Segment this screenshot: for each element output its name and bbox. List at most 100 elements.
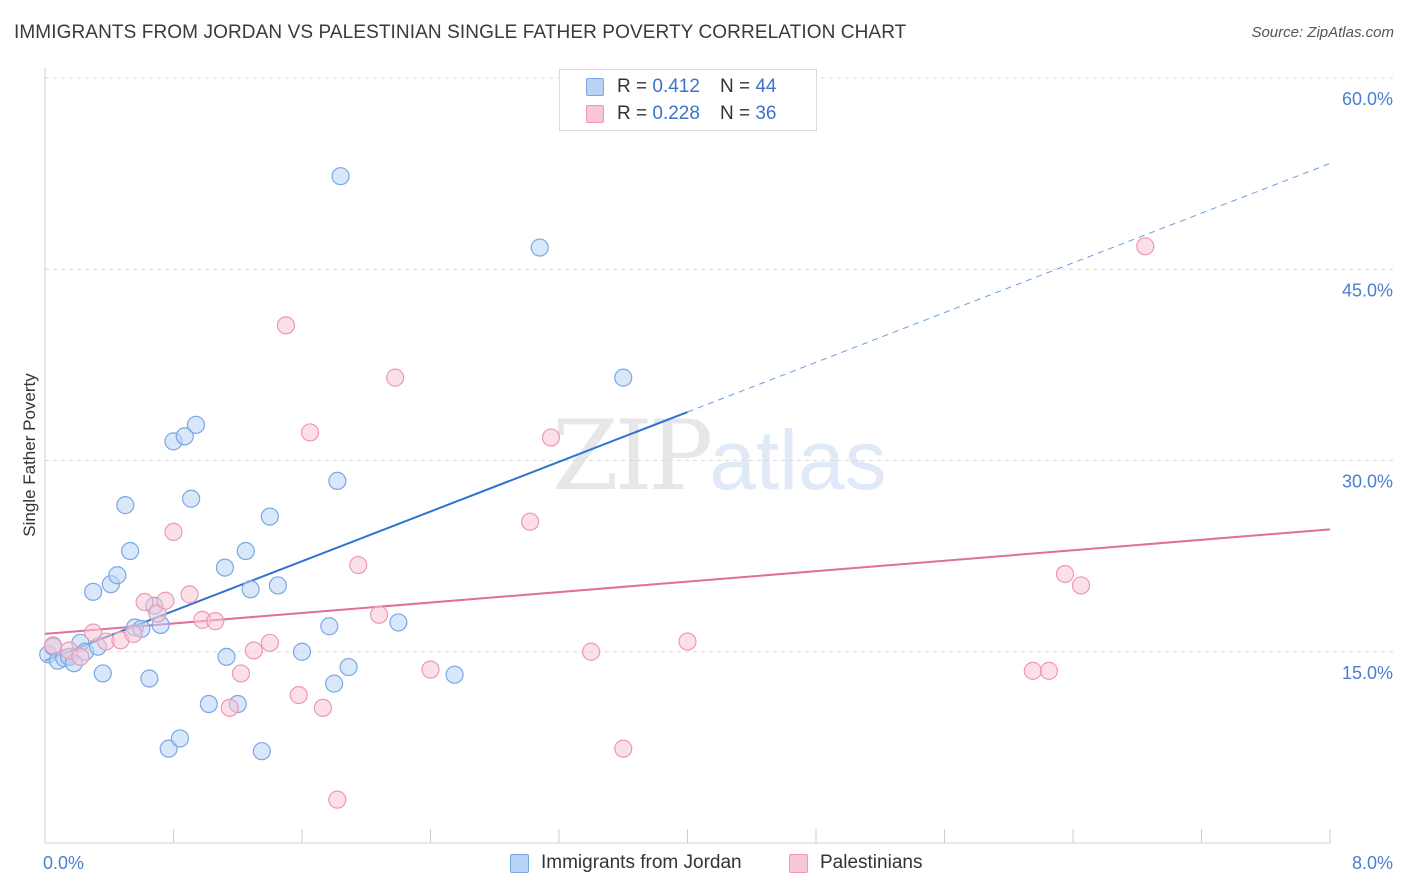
y-axis-label: Single Father Poverty <box>20 373 39 537</box>
point-palestinians <box>260 633 279 652</box>
trend-line-palestinians <box>44 528 1331 635</box>
point-jordan <box>445 665 464 684</box>
point-jordan <box>389 613 408 632</box>
point-jordan <box>215 558 234 577</box>
point-jordan <box>328 471 347 490</box>
point-palestinians <box>582 642 601 661</box>
point-jordan <box>121 541 140 561</box>
point-jordan <box>325 674 344 693</box>
point-palestinians <box>313 698 332 717</box>
point-palestinians <box>520 512 540 531</box>
point-palestinians <box>1039 661 1059 680</box>
stats-legend: R = 0.412 N = 44 R = 0.228 N = 36 <box>559 69 817 131</box>
y-tick-label: 30.0% <box>1342 472 1393 492</box>
point-jordan <box>292 642 312 661</box>
point-jordan <box>182 489 201 508</box>
point-jordan <box>159 739 178 758</box>
point-jordan <box>614 368 633 387</box>
point-jordan <box>530 238 549 257</box>
point-jordan <box>84 582 103 601</box>
point-palestinians <box>1023 661 1042 680</box>
point-palestinians <box>1071 576 1091 595</box>
point-palestinians <box>541 428 561 447</box>
legend-n-value: 36 <box>755 103 777 124</box>
point-jordan <box>108 566 127 585</box>
legend-item-jordan[interactable]: Immigrants from Jordan <box>510 852 742 874</box>
point-jordan <box>268 576 288 595</box>
legend-n-label: N = <box>719 76 751 97</box>
legend-swatch-pink <box>586 105 604 123</box>
legend-n-value: 44 <box>755 76 777 97</box>
point-jordan <box>116 496 135 515</box>
point-jordan <box>175 427 194 446</box>
point-palestinians <box>220 698 239 717</box>
y-tick-label: 15.0% <box>1342 663 1393 683</box>
point-palestinians <box>276 316 296 335</box>
point-palestinians <box>1136 237 1155 256</box>
legend-swatch-blue <box>510 853 529 873</box>
point-jordan <box>260 507 279 526</box>
point-jordan <box>217 647 236 666</box>
legend-item-palestinians[interactable]: Palestinians <box>789 852 922 874</box>
legend-swatch-blue <box>586 78 604 96</box>
legend-r-label: R = <box>617 76 648 97</box>
point-palestinians <box>244 641 263 660</box>
legend-r-value: 0.412 <box>652 76 700 97</box>
point-jordan <box>320 617 339 636</box>
point-palestinians <box>164 522 183 542</box>
point-jordan <box>236 541 255 561</box>
tick-labels: 15.0% 30.0% 45.0% 60.0% 0.0% 8.0% <box>43 89 1393 873</box>
watermark-zip: ZIP <box>552 400 713 512</box>
point-palestinians <box>180 585 199 604</box>
legend-n-label: N = <box>719 103 751 124</box>
point-palestinians <box>349 555 368 575</box>
point-jordan <box>186 415 206 434</box>
point-palestinians <box>300 423 320 442</box>
point-palestinians <box>614 739 633 758</box>
point-palestinians <box>421 660 440 679</box>
trend-line-jordan-extension <box>687 162 1331 413</box>
y-tick-label: 60.0% <box>1342 89 1393 109</box>
legend-row-palestinians: R = 0.228 N = 36 <box>586 102 776 126</box>
point-jordan <box>252 742 271 761</box>
point-palestinians <box>678 632 697 651</box>
point-jordan <box>331 167 350 186</box>
point-palestinians <box>328 790 347 809</box>
point-palestinians <box>124 624 143 644</box>
point-palestinians <box>370 605 389 624</box>
x-tick-label: 0.0% <box>43 853 84 873</box>
axes <box>44 68 1331 844</box>
point-jordan <box>241 580 260 599</box>
source-credit: Source: ZipAtlas.com <box>1251 24 1394 41</box>
trend-lines <box>44 162 1331 662</box>
legend-r-label: R = <box>617 103 648 124</box>
point-jordan <box>93 664 112 683</box>
point-jordan <box>199 694 218 714</box>
series-legend: Immigrants from Jordan Palestinians <box>0 852 1406 878</box>
watermark: ZIPatlas <box>552 400 887 512</box>
legend-label-palestinians: Palestinians <box>820 852 923 873</box>
legend-swatch-pink <box>789 853 808 873</box>
point-palestinians <box>289 685 308 705</box>
grid-lines <box>45 77 1393 653</box>
point-palestinians <box>43 636 63 655</box>
legend-label-jordan: Immigrants from Jordan <box>541 852 742 873</box>
legend-r-value: 0.228 <box>652 103 700 124</box>
point-palestinians <box>386 368 405 387</box>
point-jordan <box>339 657 358 677</box>
data-points <box>39 167 1155 809</box>
point-palestinians <box>156 591 175 610</box>
point-jordan <box>140 669 159 688</box>
point-palestinians <box>206 612 225 631</box>
point-jordan <box>170 729 190 748</box>
point-palestinians <box>71 647 90 666</box>
point-palestinians <box>135 592 154 612</box>
point-palestinians <box>1055 564 1075 584</box>
point-palestinians <box>84 623 103 642</box>
chart-title: IMMIGRANTS FROM JORDAN VS PALESTINIAN SI… <box>14 22 907 43</box>
x-tick-label: 8.0% <box>1352 853 1393 873</box>
y-tick-label: 45.0% <box>1342 280 1393 300</box>
point-palestinians <box>231 664 251 683</box>
legend-row-jordan: R = 0.412 N = 44 <box>586 75 776 99</box>
